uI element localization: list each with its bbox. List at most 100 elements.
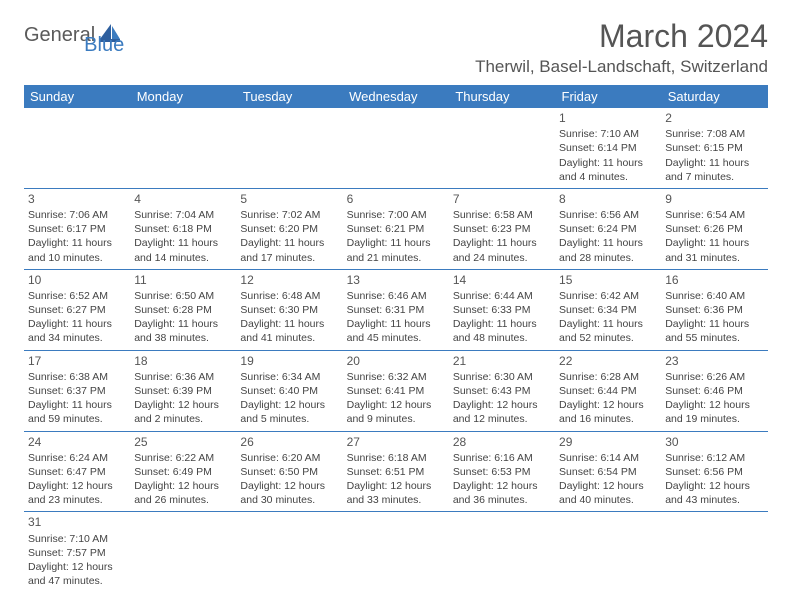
day-number: 2	[665, 110, 763, 126]
sunrise-text: Sunrise: 7:02 AM	[240, 208, 338, 222]
sunrise-text: Sunrise: 6:58 AM	[453, 208, 551, 222]
col-thursday: Thursday	[449, 85, 555, 108]
daylight-text: Daylight: 12 hours and 30 minutes.	[240, 479, 338, 507]
day-number: 26	[240, 434, 338, 450]
sunrise-text: Sunrise: 6:54 AM	[665, 208, 763, 222]
calendar-cell: 31Sunrise: 7:10 AMSunset: 7:57 PMDayligh…	[24, 512, 130, 592]
calendar-cell	[130, 108, 236, 188]
day-number: 12	[240, 272, 338, 288]
sunrise-text: Sunrise: 6:20 AM	[240, 451, 338, 465]
calendar-cell: 7Sunrise: 6:58 AMSunset: 6:23 PMDaylight…	[449, 188, 555, 269]
sunset-text: Sunset: 6:28 PM	[134, 303, 232, 317]
sunrise-text: Sunrise: 7:10 AM	[28, 532, 126, 546]
col-tuesday: Tuesday	[236, 85, 342, 108]
day-number: 21	[453, 353, 551, 369]
table-row: 10Sunrise: 6:52 AMSunset: 6:27 PMDayligh…	[24, 269, 768, 350]
calendar-cell: 26Sunrise: 6:20 AMSunset: 6:50 PMDayligh…	[236, 431, 342, 512]
day-number: 29	[559, 434, 657, 450]
daylight-text: Daylight: 12 hours and 23 minutes.	[28, 479, 126, 507]
calendar-cell: 8Sunrise: 6:56 AMSunset: 6:24 PMDaylight…	[555, 188, 661, 269]
sunrise-text: Sunrise: 6:18 AM	[347, 451, 445, 465]
sunset-text: Sunset: 6:50 PM	[240, 465, 338, 479]
calendar-cell: 9Sunrise: 6:54 AMSunset: 6:26 PMDaylight…	[661, 188, 767, 269]
calendar-cell: 10Sunrise: 6:52 AMSunset: 6:27 PMDayligh…	[24, 269, 130, 350]
calendar-cell	[449, 108, 555, 188]
day-number: 30	[665, 434, 763, 450]
day-number: 16	[665, 272, 763, 288]
sunset-text: Sunset: 6:21 PM	[347, 222, 445, 236]
day-number: 4	[134, 191, 232, 207]
daylight-text: Daylight: 11 hours and 24 minutes.	[453, 236, 551, 264]
calendar-cell: 19Sunrise: 6:34 AMSunset: 6:40 PMDayligh…	[236, 350, 342, 431]
sunset-text: Sunset: 6:56 PM	[665, 465, 763, 479]
calendar-cell: 2Sunrise: 7:08 AMSunset: 6:15 PMDaylight…	[661, 108, 767, 188]
day-number: 24	[28, 434, 126, 450]
calendar-cell: 20Sunrise: 6:32 AMSunset: 6:41 PMDayligh…	[343, 350, 449, 431]
sunrise-text: Sunrise: 6:36 AM	[134, 370, 232, 384]
calendar-cell	[236, 108, 342, 188]
daylight-text: Daylight: 12 hours and 9 minutes.	[347, 398, 445, 426]
table-row: 31Sunrise: 7:10 AMSunset: 7:57 PMDayligh…	[24, 512, 768, 592]
day-number: 22	[559, 353, 657, 369]
day-number: 1	[559, 110, 657, 126]
daylight-text: Daylight: 12 hours and 43 minutes.	[665, 479, 763, 507]
logo: General Blue	[24, 24, 162, 47]
sunset-text: Sunset: 6:23 PM	[453, 222, 551, 236]
calendar-cell: 4Sunrise: 7:04 AMSunset: 6:18 PMDaylight…	[130, 188, 236, 269]
sunrise-text: Sunrise: 6:32 AM	[347, 370, 445, 384]
sunset-text: Sunset: 6:18 PM	[134, 222, 232, 236]
calendar-cell	[449, 512, 555, 592]
day-number: 23	[665, 353, 763, 369]
daylight-text: Daylight: 11 hours and 4 minutes.	[559, 156, 657, 184]
calendar-cell: 27Sunrise: 6:18 AMSunset: 6:51 PMDayligh…	[343, 431, 449, 512]
sunset-text: Sunset: 6:47 PM	[28, 465, 126, 479]
daylight-text: Daylight: 12 hours and 2 minutes.	[134, 398, 232, 426]
calendar-cell: 30Sunrise: 6:12 AMSunset: 6:56 PMDayligh…	[661, 431, 767, 512]
daylight-text: Daylight: 12 hours and 40 minutes.	[559, 479, 657, 507]
sunset-text: Sunset: 6:37 PM	[28, 384, 126, 398]
sunrise-text: Sunrise: 6:24 AM	[28, 451, 126, 465]
calendar-cell: 25Sunrise: 6:22 AMSunset: 6:49 PMDayligh…	[130, 431, 236, 512]
header: General Blue March 2024 Therwil, Basel-L…	[24, 18, 768, 77]
daylight-text: Daylight: 11 hours and 52 minutes.	[559, 317, 657, 345]
day-number: 17	[28, 353, 126, 369]
daylight-text: Daylight: 11 hours and 59 minutes.	[28, 398, 126, 426]
day-number: 5	[240, 191, 338, 207]
table-row: 24Sunrise: 6:24 AMSunset: 6:47 PMDayligh…	[24, 431, 768, 512]
daylight-text: Daylight: 11 hours and 28 minutes.	[559, 236, 657, 264]
calendar-cell: 21Sunrise: 6:30 AMSunset: 6:43 PMDayligh…	[449, 350, 555, 431]
sunset-text: Sunset: 7:57 PM	[28, 546, 126, 560]
sunrise-text: Sunrise: 6:44 AM	[453, 289, 551, 303]
sunrise-text: Sunrise: 7:00 AM	[347, 208, 445, 222]
daylight-text: Daylight: 11 hours and 10 minutes.	[28, 236, 126, 264]
sunset-text: Sunset: 6:33 PM	[453, 303, 551, 317]
sunrise-text: Sunrise: 6:50 AM	[134, 289, 232, 303]
day-number: 7	[453, 191, 551, 207]
daylight-text: Daylight: 12 hours and 36 minutes.	[453, 479, 551, 507]
logo-text-blue: Blue	[84, 34, 124, 57]
calendar-cell: 6Sunrise: 7:00 AMSunset: 6:21 PMDaylight…	[343, 188, 449, 269]
calendar-cell: 5Sunrise: 7:02 AMSunset: 6:20 PMDaylight…	[236, 188, 342, 269]
daylight-text: Daylight: 12 hours and 33 minutes.	[347, 479, 445, 507]
sunset-text: Sunset: 6:53 PM	[453, 465, 551, 479]
sunrise-text: Sunrise: 6:52 AM	[28, 289, 126, 303]
sunrise-text: Sunrise: 6:28 AM	[559, 370, 657, 384]
day-number: 18	[134, 353, 232, 369]
daylight-text: Daylight: 11 hours and 38 minutes.	[134, 317, 232, 345]
calendar-cell: 23Sunrise: 6:26 AMSunset: 6:46 PMDayligh…	[661, 350, 767, 431]
day-number: 6	[347, 191, 445, 207]
title-block: March 2024 Therwil, Basel-Landschaft, Sw…	[475, 18, 768, 77]
table-row: 17Sunrise: 6:38 AMSunset: 6:37 PMDayligh…	[24, 350, 768, 431]
sunrise-text: Sunrise: 6:30 AM	[453, 370, 551, 384]
sunrise-text: Sunrise: 6:46 AM	[347, 289, 445, 303]
day-number: 25	[134, 434, 232, 450]
sunset-text: Sunset: 6:14 PM	[559, 141, 657, 155]
daylight-text: Daylight: 11 hours and 7 minutes.	[665, 156, 763, 184]
calendar-cell: 29Sunrise: 6:14 AMSunset: 6:54 PMDayligh…	[555, 431, 661, 512]
calendar-cell: 18Sunrise: 6:36 AMSunset: 6:39 PMDayligh…	[130, 350, 236, 431]
calendar-cell: 14Sunrise: 6:44 AMSunset: 6:33 PMDayligh…	[449, 269, 555, 350]
daylight-text: Daylight: 12 hours and 5 minutes.	[240, 398, 338, 426]
sunset-text: Sunset: 6:31 PM	[347, 303, 445, 317]
calendar-cell: 12Sunrise: 6:48 AMSunset: 6:30 PMDayligh…	[236, 269, 342, 350]
calendar-cell	[661, 512, 767, 592]
